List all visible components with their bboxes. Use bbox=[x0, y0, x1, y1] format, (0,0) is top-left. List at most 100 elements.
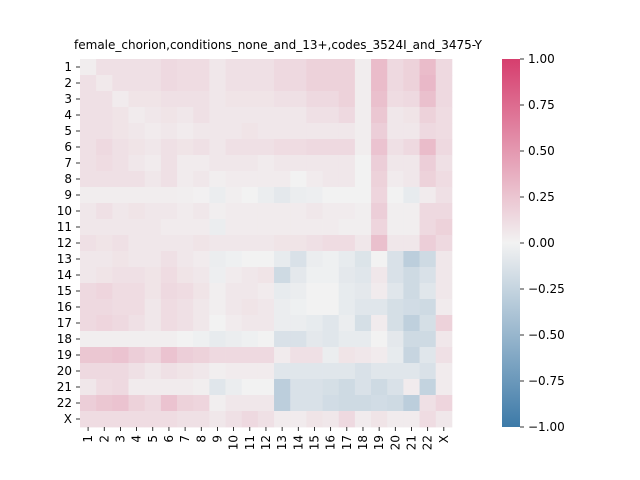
heatmap-cell bbox=[419, 91, 437, 108]
heatmap-cell bbox=[209, 379, 226, 396]
heatmap-cell bbox=[128, 75, 146, 92]
heatmap-cell bbox=[354, 235, 372, 252]
heatmap-cell bbox=[290, 91, 307, 108]
heatmap-cell bbox=[160, 299, 178, 316]
heatmap-cell bbox=[338, 315, 356, 332]
heatmap-cell bbox=[96, 267, 113, 284]
heatmap-cell bbox=[435, 347, 453, 364]
heatmap-cell bbox=[128, 139, 146, 156]
heatmap-cells bbox=[80, 59, 453, 428]
heatmap-cell bbox=[177, 59, 194, 76]
heatmap-cell bbox=[306, 123, 323, 140]
heatmap-cell bbox=[371, 267, 388, 284]
heatmap-cell bbox=[160, 363, 178, 380]
heatmap-cell bbox=[177, 267, 194, 284]
heatmap-cell bbox=[144, 283, 162, 300]
heatmap-cell bbox=[96, 139, 113, 156]
heatmap-cell bbox=[322, 251, 340, 268]
heatmap-cell bbox=[371, 283, 388, 300]
heatmap-cell bbox=[128, 251, 146, 268]
heatmap-cell bbox=[338, 187, 356, 204]
heatmap-cell bbox=[354, 75, 372, 92]
heatmap-cell bbox=[338, 171, 356, 188]
heatmap-cell bbox=[225, 283, 243, 300]
heatmap-cell bbox=[322, 315, 340, 332]
heatmap-cell bbox=[403, 107, 420, 124]
heatmap-cell bbox=[160, 331, 178, 348]
heatmap-cell bbox=[290, 219, 307, 236]
y-tick-label: 16 bbox=[57, 300, 72, 314]
heatmap-cell bbox=[322, 75, 340, 92]
heatmap-cell bbox=[435, 315, 453, 332]
heatmap-cell bbox=[354, 171, 372, 188]
heatmap-cell bbox=[274, 379, 291, 396]
heatmap-cell bbox=[225, 155, 243, 172]
heatmap-cell bbox=[257, 315, 275, 332]
y-tick-label: 14 bbox=[57, 268, 72, 282]
heatmap-cell bbox=[257, 139, 275, 156]
heatmap-cell bbox=[193, 315, 210, 332]
heatmap-cell bbox=[80, 59, 97, 76]
heatmap-cell bbox=[193, 267, 210, 284]
heatmap-cell bbox=[290, 235, 307, 252]
heatmap-cell bbox=[387, 75, 404, 92]
heatmap-cell bbox=[241, 411, 259, 428]
heatmap-cell bbox=[96, 315, 113, 332]
x-tick-label: 19 bbox=[372, 435, 386, 450]
heatmap-cell bbox=[306, 187, 323, 204]
heatmap-cell bbox=[338, 59, 356, 76]
heatmap-cell bbox=[274, 123, 291, 140]
heatmap-cell bbox=[387, 235, 404, 252]
heatmap-cell bbox=[112, 155, 129, 172]
heatmap-cell bbox=[209, 299, 226, 316]
heatmap-cell bbox=[209, 267, 226, 284]
y-tick-label: 2 bbox=[64, 76, 72, 90]
heatmap-cell bbox=[112, 107, 129, 124]
heatmap-cell bbox=[96, 411, 113, 428]
heatmap-cell bbox=[241, 171, 259, 188]
heatmap-cell bbox=[419, 363, 437, 380]
heatmap-cell bbox=[371, 363, 388, 380]
heatmap-cell bbox=[112, 267, 129, 284]
heatmap-cell bbox=[435, 299, 453, 316]
heatmap-cell bbox=[274, 331, 291, 348]
heatmap-cell bbox=[241, 155, 259, 172]
heatmap-cell bbox=[290, 107, 307, 124]
heatmap-cell bbox=[419, 267, 437, 284]
heatmap-cell bbox=[403, 171, 420, 188]
heatmap-cell bbox=[419, 283, 437, 300]
y-tick-label: 18 bbox=[57, 332, 72, 346]
heatmap-cell bbox=[112, 171, 129, 188]
heatmap-cell bbox=[371, 347, 388, 364]
heatmap-cell bbox=[419, 107, 437, 124]
heatmap-cell bbox=[403, 395, 420, 412]
heatmap-cell bbox=[193, 331, 210, 348]
heatmap-cell bbox=[419, 411, 437, 428]
heatmap-cell bbox=[306, 75, 323, 92]
x-tick-label: 1 bbox=[81, 435, 95, 443]
heatmap-cell bbox=[193, 299, 210, 316]
heatmap-cell bbox=[241, 59, 259, 76]
heatmap-cell bbox=[193, 283, 210, 300]
heatmap-cell bbox=[241, 235, 259, 252]
heatmap-cell bbox=[128, 331, 146, 348]
heatmap-cell bbox=[387, 347, 404, 364]
heatmap-cell bbox=[387, 219, 404, 236]
heatmap-cell bbox=[193, 219, 210, 236]
heatmap-cell bbox=[193, 59, 210, 76]
heatmap-cell bbox=[371, 411, 388, 428]
heatmap-cell bbox=[419, 139, 437, 156]
heatmap-cell bbox=[338, 331, 356, 348]
heatmap-cell bbox=[144, 59, 162, 76]
heatmap-cell bbox=[225, 363, 243, 380]
heatmap-cell bbox=[419, 59, 437, 76]
heatmap-cell bbox=[128, 379, 146, 396]
heatmap-cell bbox=[387, 395, 404, 412]
heatmap-cell bbox=[96, 379, 113, 396]
heatmap-cell bbox=[144, 155, 162, 172]
heatmap-cell bbox=[241, 203, 259, 220]
heatmap-cell bbox=[274, 107, 291, 124]
heatmap-cell bbox=[371, 59, 388, 76]
x-tick-label: 13 bbox=[275, 435, 289, 450]
heatmap-cell bbox=[80, 347, 97, 364]
